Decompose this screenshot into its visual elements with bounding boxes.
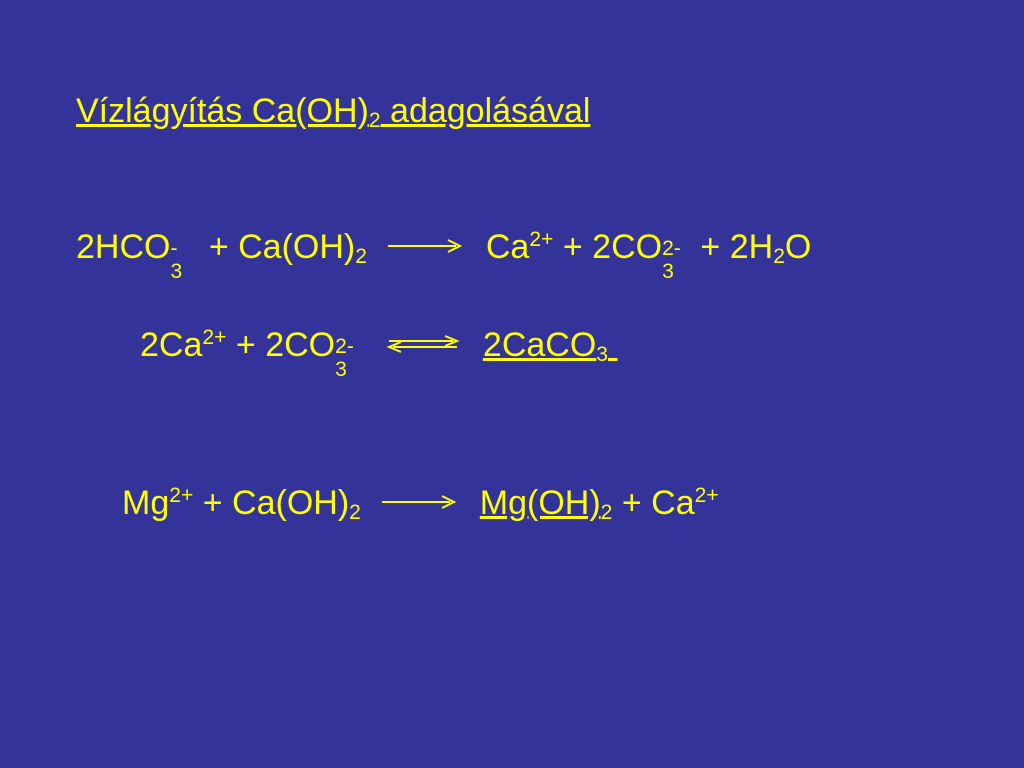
slide: Vízlágyítás Ca(OH)2 adagolásával 2HCO-3 …	[0, 0, 1024, 768]
eq1-lhs-sp1-sup: -	[170, 238, 177, 259]
eq2-rhs-coef1: 2	[483, 326, 502, 364]
eq1-rhs-sp3-base2: O	[785, 228, 811, 266]
equilibrium-arrow-icon	[383, 332, 463, 356]
eq1-lhs-sp1-sub: 3	[170, 261, 182, 282]
eq1-lhs-sp2-base: Ca(OH)	[238, 228, 355, 266]
forward-arrow-icon	[380, 492, 460, 512]
eq3-lhs-sp1-sup: 2+	[169, 484, 193, 507]
title-part-2: adagolásával	[381, 92, 591, 130]
eq1-rhs-plus2: +	[691, 228, 730, 266]
eq2-lhs-coef1: 2	[140, 326, 159, 364]
equation-3: Mg2+ + Ca(OH)2 Mg(OH)2 + Ca2+	[122, 484, 719, 523]
eq3-rhs-sp1-base: Mg(OH)	[480, 484, 601, 522]
eq1-rhs-sp1-sup: 2+	[529, 228, 553, 251]
slide-title: Vízlágyítás Ca(OH)2 adagolásával	[76, 92, 590, 131]
eq3-rhs-sp1-sub: 2	[601, 501, 613, 524]
eq2-rhs-sp1-sub: 3	[596, 343, 608, 366]
eq3-rhs-sp2-sup: 2+	[695, 484, 719, 507]
eq2-rhs-product: 2CaCO3	[483, 326, 618, 364]
eq1-lhs-coef1: 2	[76, 228, 95, 266]
forward-arrow-icon	[386, 236, 466, 256]
eq1-rhs-coef2: 2	[592, 228, 611, 266]
eq1-rhs-sp2-sup: 2-	[662, 238, 681, 259]
eq3-lhs-plus1: +	[193, 484, 232, 522]
eq1-rhs-sp3-base1: H	[749, 228, 774, 266]
eq2-lhs-coef2: 2	[265, 326, 284, 364]
eq3-rhs-sp1: Mg(OH)2	[480, 484, 613, 522]
eq2-lhs-plus1: +	[226, 326, 265, 364]
eq1-rhs-sp3-sub1: 2	[773, 245, 785, 268]
eq2-lhs-sp2-sub: 3	[335, 359, 347, 380]
eq2-rhs-sp1-base: CaCO	[502, 326, 596, 364]
eq1-rhs-sp2-sub: 3	[662, 261, 674, 282]
title-part-1: Vízlágyítás Ca(OH)	[76, 92, 369, 130]
eq3-lhs-sp2-sub: 2	[349, 501, 361, 524]
eq1-rhs-plus1: +	[553, 228, 592, 266]
equation-2: 2Ca2+ + 2CO2-3 2CaCO3	[140, 326, 617, 365]
equation-1: 2HCO-3 + Ca(OH)2 Ca2+ + 2CO2-3 + 2H2O	[76, 228, 811, 267]
eq1-rhs-coef3: 2	[730, 228, 749, 266]
eq2-lhs-sp2-base: CO	[284, 326, 335, 364]
eq2-lhs-sp2-sup: 2-	[335, 336, 354, 357]
eq1-rhs-sp2-base: CO	[611, 228, 662, 266]
eq3-lhs-sp1-base: Mg	[122, 484, 169, 522]
eq3-lhs-sp2-base: Ca(OH)	[232, 484, 349, 522]
eq1-rhs-sp1-base: Ca	[486, 228, 529, 266]
eq2-lhs-sp1-sup: 2+	[202, 326, 226, 349]
title-sub: 2	[369, 109, 381, 132]
eq3-rhs-plus1: +	[612, 484, 651, 522]
eq3-rhs-sp2-base: Ca	[651, 484, 694, 522]
eq2-lhs-sp1-base: Ca	[159, 326, 202, 364]
eq1-lhs-sp2-sub: 2	[355, 245, 367, 268]
eq1-lhs-plus1: +	[199, 228, 238, 266]
eq1-lhs-sp1-base: HCO	[95, 228, 171, 266]
